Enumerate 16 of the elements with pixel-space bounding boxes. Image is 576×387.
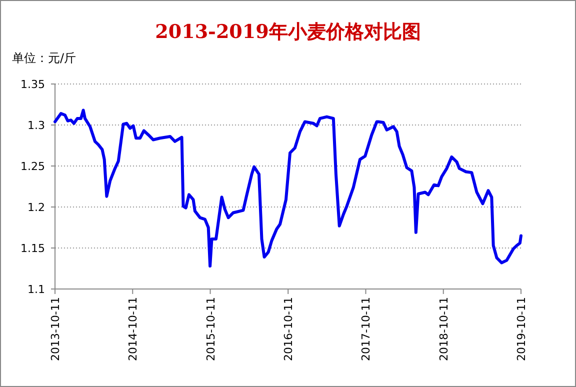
x-tick-label: 2017-10-11 — [360, 297, 373, 361]
y-tick-label: 1.1 — [28, 283, 45, 296]
x-tick-label: 2016-10-11 — [282, 297, 296, 361]
x-tick-label: 2013-10-11 — [49, 297, 62, 361]
y-tick-label: 1.2 — [28, 201, 45, 214]
y-axis-title: 单位：元/斤 — [12, 51, 76, 65]
x-tick-label: 2019-10-11 — [515, 297, 528, 361]
y-tick-label: 1.15 — [20, 242, 45, 255]
x-tick-label: 2014-10-11 — [126, 297, 140, 361]
y-tick-label: 1.35 — [20, 78, 45, 91]
y-tick-label: 1.25 — [20, 160, 45, 173]
x-tick-label: 2018-10-11 — [437, 297, 450, 361]
chart-title: 2013-2019年小麦价格对比图 — [155, 21, 421, 43]
y-tick-label: 1.3 — [28, 119, 45, 132]
line-series — [54, 108, 522, 268]
x-tick-label: 2015-10-11 — [204, 297, 218, 361]
